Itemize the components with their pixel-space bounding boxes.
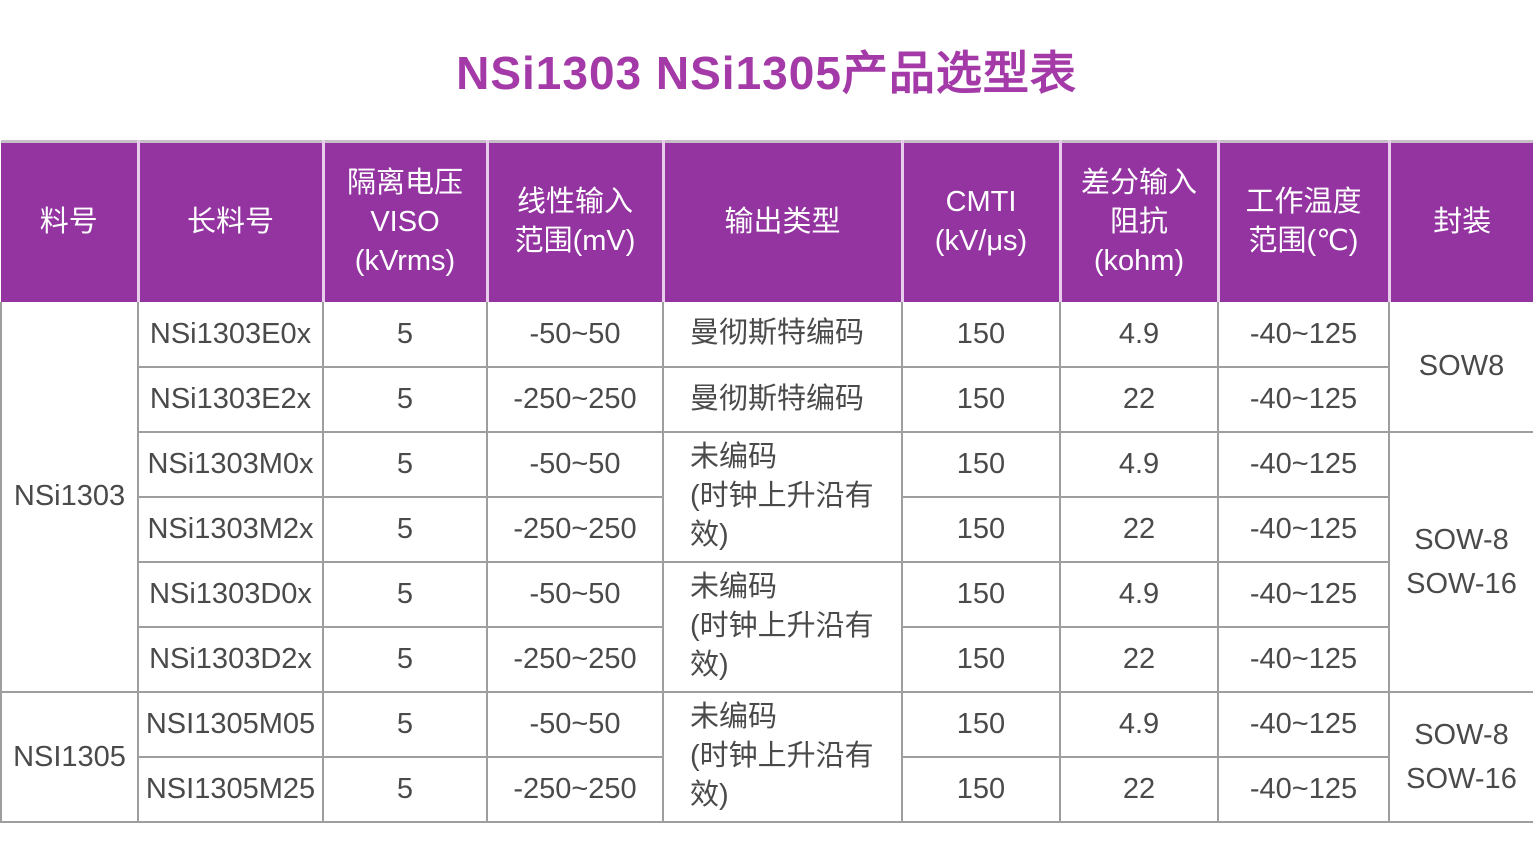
col-header-temp-range: 工作温度 范围(℃)	[1218, 140, 1391, 302]
page-title: NSi1303 NSi1305产品选型表	[456, 47, 1077, 99]
title-bar: NSi1303 NSi1305产品选型表	[0, 0, 1533, 140]
package-cell: SOW8	[1388, 301, 1533, 433]
temp-range-cell: -40~125	[1217, 560, 1390, 628]
impedance-cell: 4.9	[1059, 430, 1219, 498]
long-part-cell: NSi1303M2x	[137, 495, 324, 563]
viso-cell: 5	[322, 560, 488, 628]
col-header-impedance: 差分输入 阻抗 (kohm)	[1060, 140, 1220, 302]
temp-range-cell: -40~125	[1217, 430, 1390, 498]
input-range-cell: -50~50	[486, 560, 664, 628]
cmti-cell: 150	[901, 365, 1061, 433]
input-range-cell: -250~250	[486, 755, 664, 823]
table-body: NSi1303 NSi1303E0x 5 -50~50 曼彻斯特编码 150 4…	[0, 301, 1533, 823]
table-row: NSi1303D2x 5 -250~250 150 22 -40~125	[1, 625, 1533, 693]
cmti-cell: 150	[901, 690, 1061, 758]
impedance-cell: 4.9	[1059, 560, 1219, 628]
col-header-part: 料号	[1, 140, 140, 302]
part-group-cell: NSi1303	[0, 301, 139, 693]
part-group-cell: NSI1305	[0, 690, 139, 823]
impedance-cell: 22	[1059, 495, 1219, 563]
output-type-cell: 未编码 (时钟上升沿有效)	[662, 430, 903, 563]
cmti-cell: 150	[901, 301, 1061, 368]
col-header-viso: 隔离电压 VISO (kVrms)	[323, 140, 489, 302]
long-part-cell: NSI1305M05	[137, 690, 324, 758]
cmti-cell: 150	[901, 560, 1061, 628]
table-row: NSI1305 NSI1305M05 5 -50~50 未编码 (时钟上升沿有效…	[0, 690, 1533, 823]
input-range-cell: -50~50	[486, 690, 664, 758]
input-range-cell: -50~50	[486, 430, 664, 498]
viso-cell: 5	[322, 365, 488, 433]
output-type-cell: 未编码 (时钟上升沿有效)	[662, 560, 903, 693]
cmti-cell: 150	[901, 625, 1061, 693]
cmti-cell: 150	[901, 755, 1061, 823]
temp-range-cell: -40~125	[1217, 625, 1390, 693]
col-header-input-range: 线性输入 范围(mV)	[487, 140, 665, 302]
product-selection-table: 料号 长料号 隔离电压 VISO (kVrms) 线性输入 范围(mV) 输出类…	[0, 140, 1533, 823]
temp-range-cell: -40~125	[1217, 690, 1390, 758]
input-range-cell: -50~50	[486, 301, 664, 368]
viso-cell: 5	[322, 625, 488, 693]
input-range-cell: -250~250	[486, 365, 664, 433]
col-header-package: 封装	[1389, 140, 1533, 302]
col-header-long-part: 长料号	[138, 140, 325, 302]
table-row: NSi1303 NSi1303E0x 5 -50~50 曼彻斯特编码 150 4…	[0, 301, 1533, 693]
impedance-cell: 22	[1059, 755, 1219, 823]
viso-cell: 5	[322, 495, 488, 563]
long-part-cell: NSI1305M25	[137, 755, 324, 823]
header-row: 料号 长料号 隔离电压 VISO (kVrms) 线性输入 范围(mV) 输出类…	[1, 140, 1533, 302]
cmti-cell: 150	[901, 430, 1061, 498]
package-cell: SOW-8 SOW-16	[1388, 430, 1533, 693]
table-row: NSi1303M0x 5 -50~50 未编码 (时钟上升沿有效) 150 4.…	[1, 430, 1533, 693]
temp-range-cell: -40~125	[1217, 301, 1390, 368]
input-range-cell: -250~250	[486, 495, 664, 563]
col-header-cmti: CMTI (kV/μs)	[902, 140, 1062, 302]
temp-range-cell: -40~125	[1217, 365, 1390, 433]
long-part-cell: NSi1303E0x	[137, 301, 324, 368]
viso-cell: 5	[322, 301, 488, 368]
input-range-cell: -250~250	[486, 625, 664, 693]
table-row: NSi1303E2x 5 -250~250 曼彻斯特编码 150 22 -40~…	[1, 365, 1533, 433]
table-row: NSI1305M25 5 -250~250 150 22 -40~125	[1, 755, 1533, 823]
impedance-cell: 4.9	[1059, 690, 1219, 758]
cmti-cell: 150	[901, 495, 1061, 563]
long-part-cell: NSi1303D2x	[137, 625, 324, 693]
temp-range-cell: -40~125	[1217, 755, 1390, 823]
impedance-cell: 4.9	[1059, 301, 1219, 368]
impedance-cell: 22	[1059, 365, 1219, 433]
output-type-cell: 曼彻斯特编码	[662, 301, 903, 368]
output-type-cell: 曼彻斯特编码	[662, 365, 903, 433]
long-part-cell: NSi1303E2x	[137, 365, 324, 433]
temp-range-cell: -40~125	[1217, 495, 1390, 563]
col-header-output-type: 输出类型	[663, 140, 904, 302]
long-part-cell: NSi1303D0x	[137, 560, 324, 628]
table-header: 料号 长料号 隔离电压 VISO (kVrms) 线性输入 范围(mV) 输出类…	[1, 140, 1533, 302]
output-type-cell: 未编码 (时钟上升沿有效)	[662, 690, 903, 823]
package-cell: SOW-8 SOW-16	[1388, 690, 1533, 823]
viso-cell: 5	[322, 430, 488, 498]
viso-cell: 5	[322, 755, 488, 823]
impedance-cell: 22	[1059, 625, 1219, 693]
table-row: NSi1303D0x 5 -50~50 未编码 (时钟上升沿有效) 150 4.…	[1, 560, 1533, 693]
long-part-cell: NSi1303M0x	[137, 430, 324, 498]
table-row: NSi1303M2x 5 -250~250 150 22 -40~125	[1, 495, 1533, 563]
viso-cell: 5	[322, 690, 488, 758]
